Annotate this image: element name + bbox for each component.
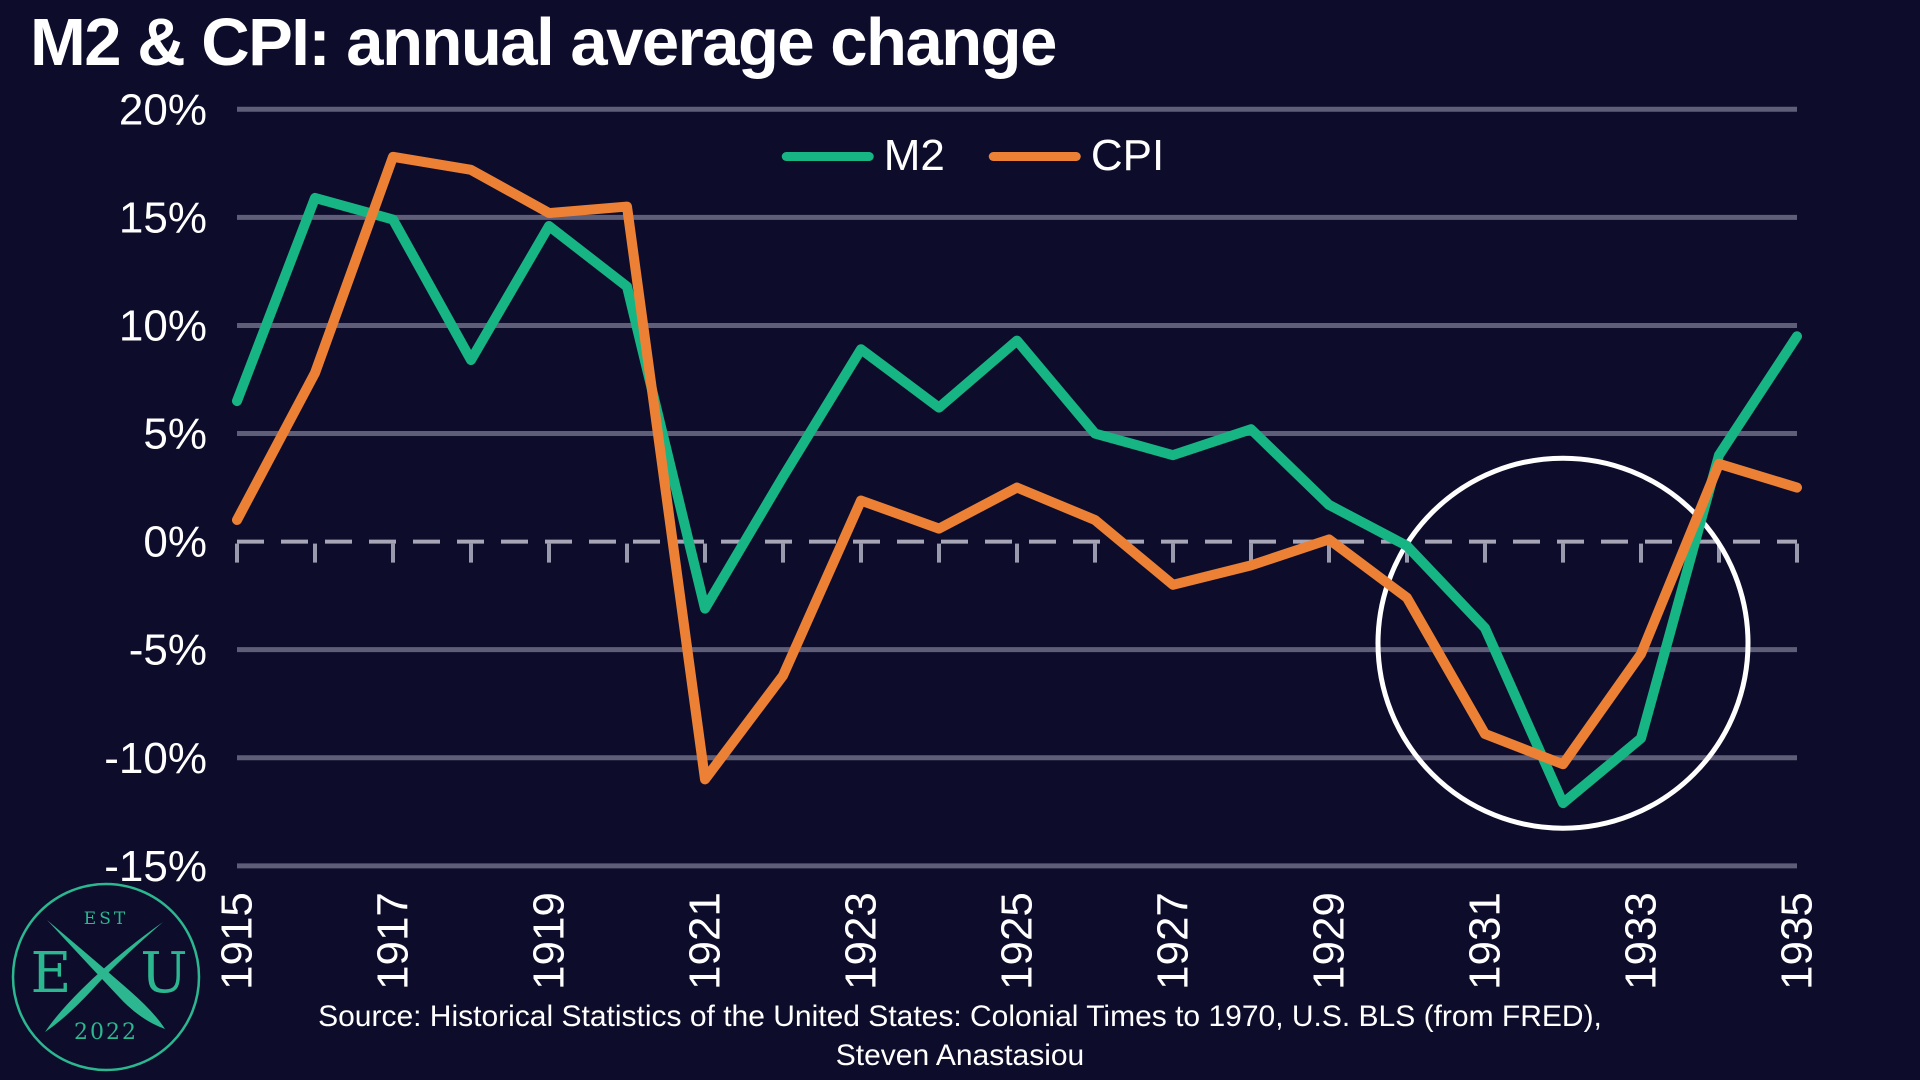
- x-axis-label: 1935: [1773, 892, 1822, 990]
- y-axis-label: 5%: [143, 410, 207, 459]
- m2-line: [232, 192, 1802, 809]
- x-axis-label: 1915: [213, 892, 262, 990]
- x-axis-label: 1921: [681, 892, 730, 990]
- y-axis-label: 0%: [143, 518, 207, 567]
- y-axis-label: -5%: [129, 626, 207, 675]
- logo-ring: [11, 882, 201, 1072]
- x-axis-label: 1919: [525, 892, 574, 990]
- eu-logo: EST E U 2022: [11, 882, 201, 1072]
- logo-right-letter: U: [140, 941, 187, 1006]
- y-axis-label: 10%: [119, 301, 207, 350]
- y-axis-label: -10%: [104, 734, 207, 783]
- y-axis-label: 15%: [119, 193, 207, 242]
- page-title: M2 & CPI: annual average change: [30, 5, 1057, 80]
- m2-legend-label: M2: [883, 131, 945, 180]
- source-line-2: Steven Anastasiou: [835, 1039, 1085, 1072]
- y-axis-label: -15%: [104, 842, 207, 891]
- cpi-line-swatch: [988, 151, 1081, 161]
- m2-line-swatch: [781, 151, 874, 161]
- logo-est-text: EST: [84, 909, 128, 929]
- y-axis-label: 20%: [119, 85, 207, 134]
- source-attribution: Source: Historical Statistics of the Uni…: [0, 997, 1920, 1075]
- x-axis-label: 1927: [1149, 892, 1198, 990]
- x-axis-label: 1929: [1305, 892, 1354, 990]
- legend-item-cpi: CPI: [988, 131, 1165, 180]
- logo-blade-2: [45, 922, 163, 1032]
- x-axis-label: 1933: [1617, 892, 1666, 990]
- x-axis-label: 1931: [1461, 892, 1510, 990]
- logo-year-text: 2022: [74, 1020, 138, 1045]
- annotation-circle: [1375, 455, 1751, 831]
- cpi-legend-label: CPI: [1090, 131, 1165, 180]
- logo-left-letter: E: [31, 941, 72, 1006]
- legend-item-m2: M2: [781, 131, 945, 180]
- x-axis-label: 1917: [369, 892, 418, 990]
- x-axis-label: 1923: [837, 892, 886, 990]
- legend: M2 CPI: [781, 131, 1165, 180]
- cpi-line: [232, 151, 1802, 785]
- x-axis-label: 1925: [993, 892, 1042, 990]
- source-line-1: Source: Historical Statistics of the Uni…: [318, 1000, 1602, 1033]
